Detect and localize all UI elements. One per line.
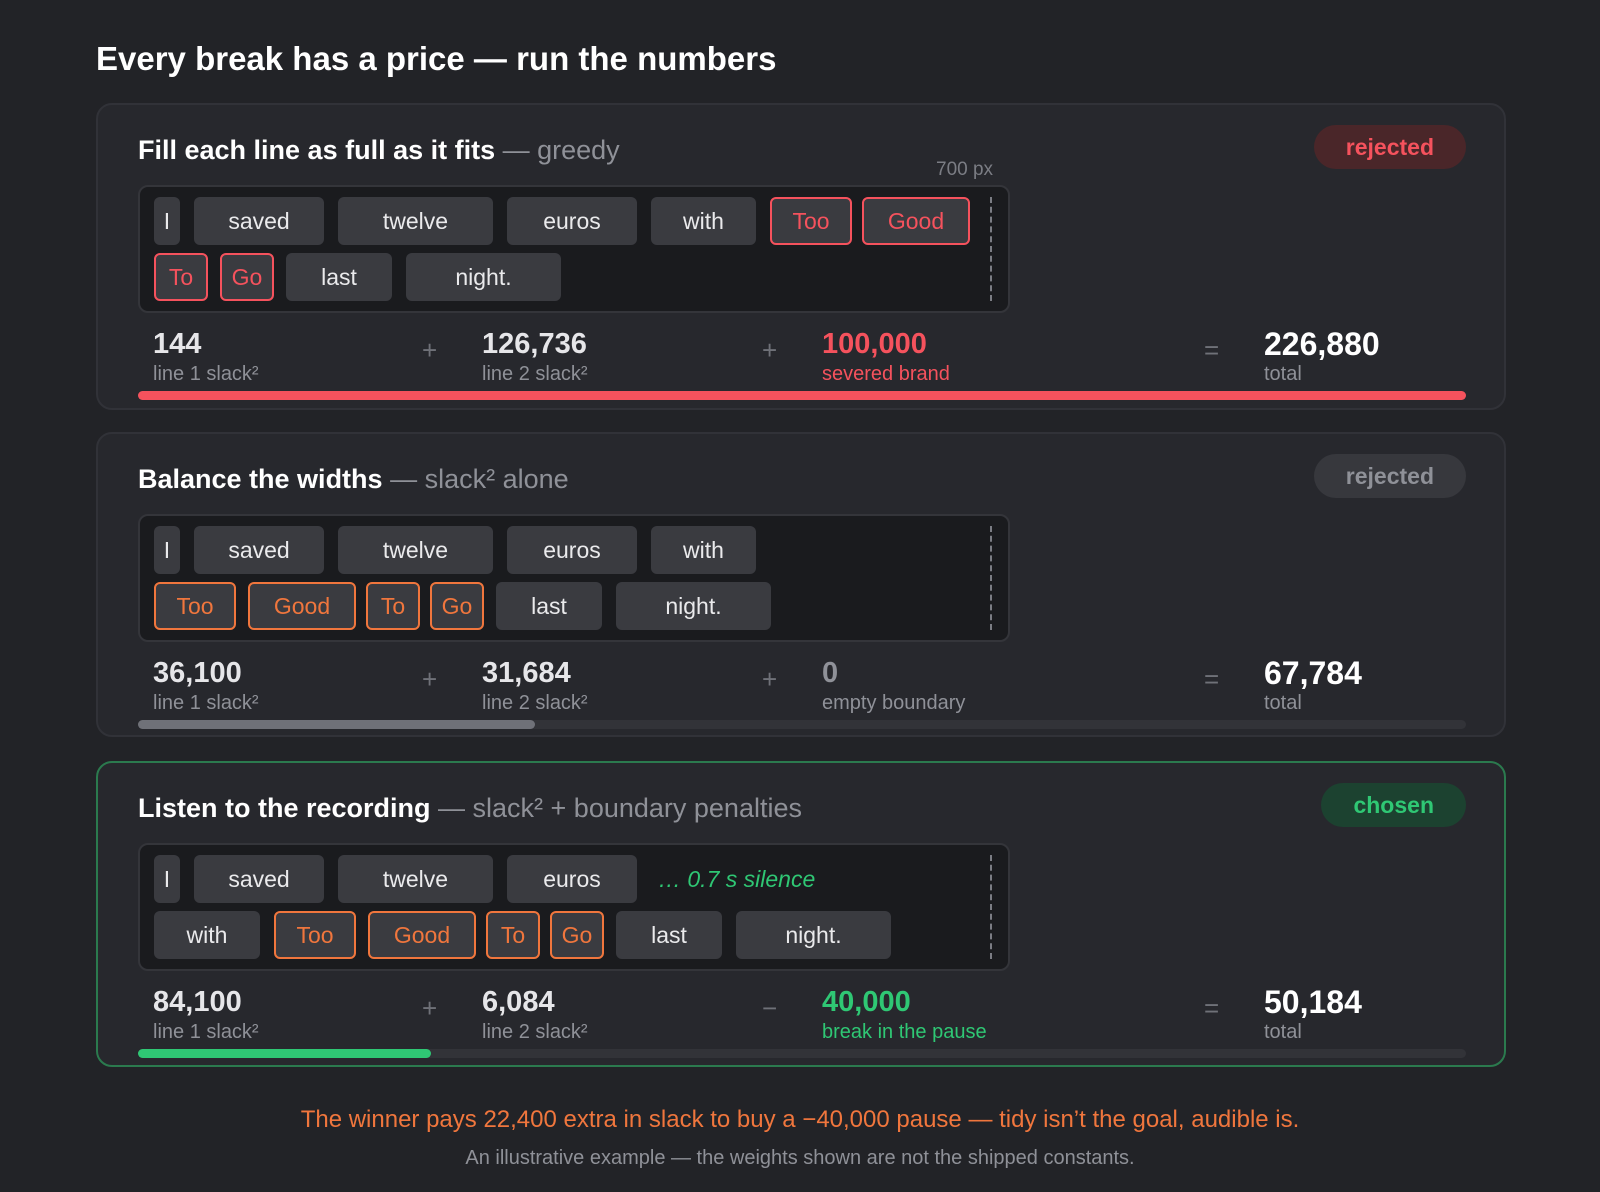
equals-operator: = xyxy=(1204,993,1220,1023)
word-token: I xyxy=(154,526,180,574)
word-token-brand: Good xyxy=(862,197,970,245)
metric-penalty: 0 empty boundary xyxy=(822,657,966,714)
metric-line1-slack: 84,100 line 1 slack² xyxy=(153,986,259,1043)
status-badge-chosen: chosen xyxy=(1321,783,1466,827)
card-heading: Listen to the recording xyxy=(138,793,431,823)
plus-operator: + xyxy=(422,993,438,1023)
word-token: twelve xyxy=(338,526,493,574)
word-token-brand: Good xyxy=(248,582,356,630)
card-subheading: — slack² + boundary penalties xyxy=(430,793,802,823)
card-title: Listen to the recording — slack² + bound… xyxy=(138,793,802,824)
cost-bar-track xyxy=(138,1049,1466,1058)
cost-bar-fill xyxy=(138,1049,432,1058)
plus-operator: + xyxy=(762,335,778,365)
word-token-brand: Go xyxy=(550,911,604,959)
metric-line2-slack: 6,084 line 2 slack² xyxy=(482,986,588,1043)
word-token: saved xyxy=(194,855,324,903)
plus-operator: + xyxy=(422,664,438,694)
word-token: last xyxy=(616,911,722,959)
card-title: Fill each line as full as it fits — gree… xyxy=(138,135,620,166)
card-subheading: — greedy xyxy=(495,135,620,165)
width-limit-marker xyxy=(990,855,992,959)
card-heading: Fill each line as full as it fits xyxy=(138,135,496,165)
metric-bonus: 40,000 break in the pause xyxy=(822,986,987,1043)
card-greedy: Fill each line as full as it fits — gree… xyxy=(96,103,1506,410)
silence-marker: … 0.7 s silence xyxy=(658,866,816,892)
cost-bar-track xyxy=(138,720,1466,729)
plus-operator: + xyxy=(422,335,438,365)
word-token-brand: To xyxy=(486,911,540,959)
word-token-brand: To xyxy=(366,582,420,630)
card-subheading: — slack² alone xyxy=(382,464,569,494)
page-title: Every break has a price — run the number… xyxy=(96,40,777,77)
word-token: last xyxy=(286,253,392,301)
card-balanced: Balance the widths — slack² alone reject… xyxy=(96,432,1506,737)
word-token-brand: Go xyxy=(430,582,484,630)
equals-operator: = xyxy=(1204,664,1220,694)
word-token-brand: Too xyxy=(274,911,356,959)
line-width-label: 700 px xyxy=(936,159,994,180)
word-token-brand: Good xyxy=(368,911,476,959)
metric-total: 50,184 total xyxy=(1264,984,1362,1043)
word-token-brand: Too xyxy=(154,582,236,630)
word-token: I xyxy=(154,855,180,903)
word-token: twelve xyxy=(338,197,493,245)
line-preview-box: I saved twelve euros … 0.7 s silence wit… xyxy=(138,843,1010,971)
disclaimer-text: An illustrative example — the weights sh… xyxy=(465,1147,1135,1169)
word-token: night. xyxy=(406,253,561,301)
line-preview-box: I saved twelve euros with Too Good To Go… xyxy=(138,514,1010,642)
cost-bar-fill xyxy=(138,391,1466,400)
card-title: Balance the widths — slack² alone xyxy=(138,464,569,495)
word-token: with xyxy=(651,197,756,245)
card-chosen: Listen to the recording — slack² + bound… xyxy=(96,761,1506,1067)
equals-operator: = xyxy=(1204,335,1220,365)
word-token: saved xyxy=(194,526,324,574)
cost-bar-track xyxy=(138,391,1466,400)
summary-text: The winner pays 22,400 extra in slack to… xyxy=(300,1106,1300,1133)
word-token: night. xyxy=(736,911,891,959)
minus-operator: − xyxy=(762,993,778,1023)
metric-line2-slack: 31,684 line 2 slack² xyxy=(482,657,588,714)
card-heading: Balance the widths xyxy=(138,464,383,494)
word-token: twelve xyxy=(338,855,493,903)
word-token: euros xyxy=(507,526,637,574)
width-limit-marker xyxy=(990,526,992,630)
metric-total: 67,784 total xyxy=(1264,655,1362,714)
word-token: night. xyxy=(616,582,771,630)
word-token-brand: Go xyxy=(220,253,274,301)
word-token: saved xyxy=(194,197,324,245)
plus-operator: + xyxy=(762,664,778,694)
word-token: with xyxy=(651,526,756,574)
cost-bar-fill xyxy=(138,720,536,729)
word-token: euros xyxy=(507,855,637,903)
word-token: I xyxy=(154,197,180,245)
metric-line1-slack: 36,100 line 1 slack² xyxy=(153,657,259,714)
status-badge-rejected: rejected xyxy=(1313,125,1466,169)
line-preview-box: I saved twelve euros with Too Good To Go… xyxy=(138,185,1010,313)
metric-line1-slack: 144 line 1 slack² xyxy=(153,328,259,385)
status-badge-rejected: rejected xyxy=(1313,454,1466,498)
metric-penalty: 100,000 severed brand xyxy=(822,328,950,385)
word-token-brand: To xyxy=(154,253,208,301)
word-token: last xyxy=(496,582,602,630)
metric-line2-slack: 126,736 line 2 slack² xyxy=(482,328,588,385)
metric-total: 226,880 total xyxy=(1264,326,1380,385)
word-token: with xyxy=(154,911,260,959)
word-token-brand: Too xyxy=(770,197,852,245)
width-limit-marker xyxy=(990,197,992,301)
word-token: euros xyxy=(507,197,637,245)
